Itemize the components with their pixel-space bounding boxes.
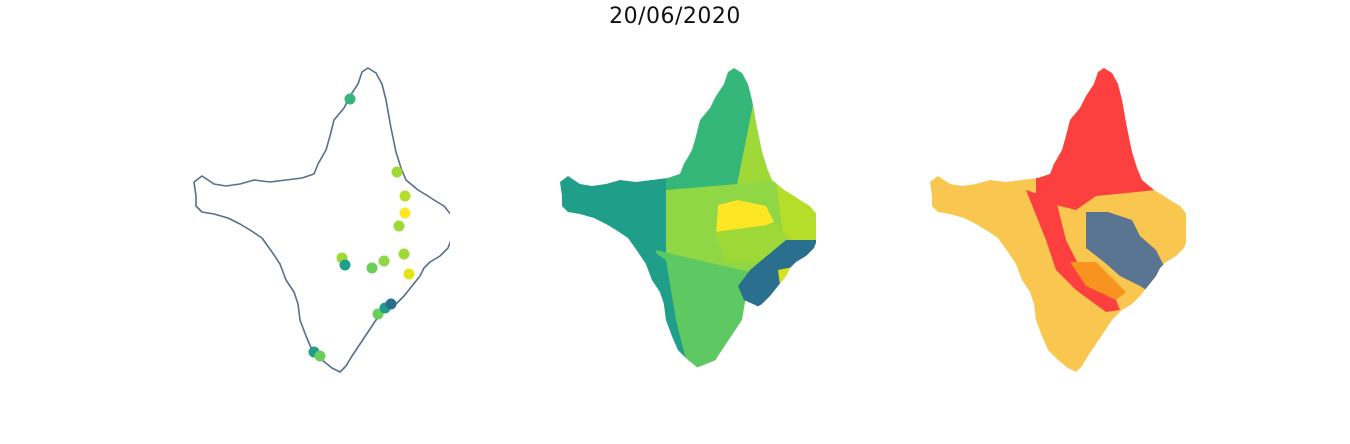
station-point	[399, 207, 411, 219]
figure-title: 20/06/2020	[609, 4, 741, 29]
stations-point-map	[0, 0, 450, 444]
station-point	[366, 262, 378, 274]
zone-central-slate	[1086, 212, 1166, 296]
station-point	[385, 298, 397, 310]
station-point	[314, 350, 326, 362]
station-point	[403, 268, 415, 280]
choropleth-map-svg	[560, 68, 816, 372]
station-point	[339, 259, 351, 271]
stations-map-svg	[193, 67, 450, 373]
station-points	[308, 93, 415, 362]
interpolated-choropleth-map	[366, 0, 816, 444]
station-point	[393, 220, 405, 232]
zone-central-red	[1026, 190, 1120, 312]
station-point	[398, 248, 410, 260]
risk-category-map	[736, 0, 1186, 444]
zone-north-red	[1036, 68, 1156, 210]
station-point	[399, 190, 411, 202]
station-point	[378, 255, 390, 267]
station-point	[344, 93, 356, 105]
station-point	[391, 166, 403, 178]
zone-orange	[1070, 262, 1126, 300]
risk-map-svg	[930, 68, 1186, 372]
